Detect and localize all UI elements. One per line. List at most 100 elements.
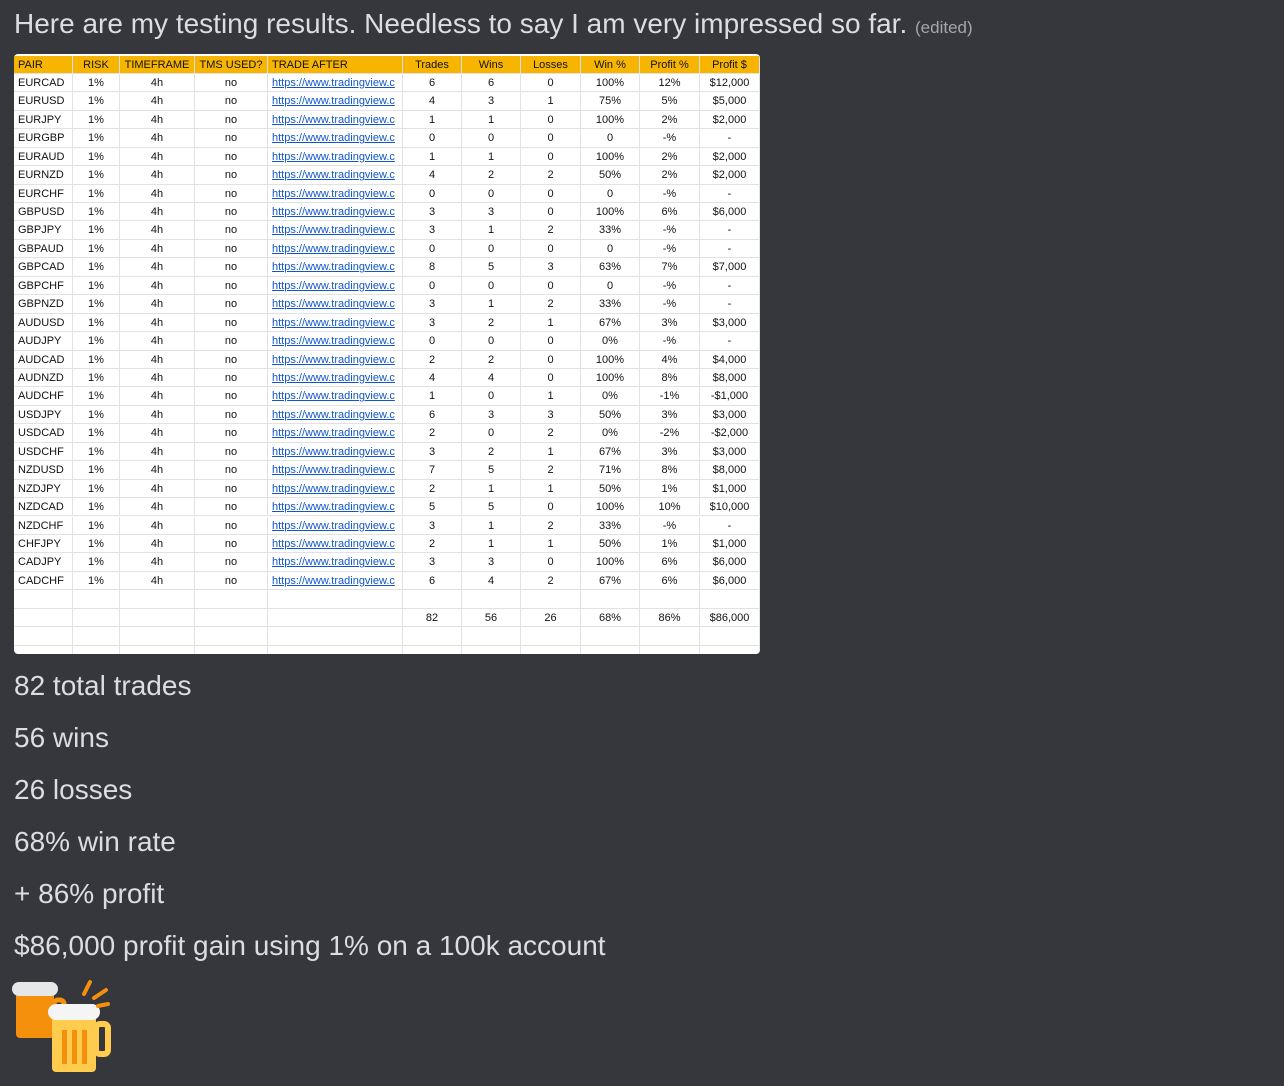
cell: 4h [120,571,195,591]
cell: no [195,276,268,296]
empty-cell [73,590,120,609]
cell: 2 [462,166,521,185]
cell: GBPCHF [14,276,73,296]
cell: 4h [120,203,195,222]
cell: USDCAD [14,424,73,443]
cell: 100% [581,203,640,222]
cell: 1 [403,110,462,130]
edited-tag: (edited) [915,18,973,37]
cell: no [195,221,268,240]
cell: 0 [521,498,581,517]
cell: 1% [73,479,120,499]
cell: 0 [403,239,462,259]
link-cell[interactable]: https://www.tradingview.c [268,442,403,462]
link-cell[interactable]: https://www.tradingview.c [268,276,403,296]
empty-cell [521,645,581,654]
cell: 2 [521,221,581,240]
link-cell[interactable]: https://www.tradingview.c [268,313,403,333]
cell: 0 [462,424,521,443]
cell: no [195,110,268,130]
link-cell[interactable]: https://www.tradingview.c [268,387,403,406]
empty-cell [462,645,521,654]
cell: 7% [640,258,700,277]
cell: GBPAUD [14,239,73,259]
cell: 2 [521,166,581,185]
link-cell[interactable]: https://www.tradingview.c [268,203,403,222]
cell: 0 [462,129,521,148]
link-cell[interactable]: https://www.tradingview.c [268,516,403,535]
cell: $6,000 [700,203,760,222]
cell: 4h [120,313,195,333]
spreadsheet-image[interactable]: PAIR RISK TIMEFRAME TMS USED? TRADE AFTER Tra… [14,54,760,654]
cell: 2 [403,350,462,369]
link-cell[interactable]: https://www.tradingview.c [268,92,403,111]
link-cell[interactable]: https://www.tradingview.c [268,534,403,554]
cell: 4h [120,129,195,148]
cell: 4% [640,350,700,369]
link-cell[interactable]: https://www.tradingview.c [268,295,403,314]
cell: - [700,516,760,535]
cell: CADCHF [14,571,73,591]
cell: 1% [73,405,120,425]
cell: - [700,332,760,351]
cell: 1% [73,442,120,462]
link-cell[interactable]: https://www.tradingview.c [268,368,403,388]
link-cell[interactable]: https://www.tradingview.c [268,129,403,148]
cell: 5 [462,498,521,517]
cell: no [195,498,268,517]
cell: $2,000 [700,166,760,185]
cell: 6 [403,571,462,591]
link-cell[interactable]: https://www.tradingview.c [268,166,403,185]
cell: 5 [462,258,521,277]
cell: 8% [640,461,700,480]
link-cell[interactable]: https://www.tradingview.c [268,184,403,204]
cell: 50% [581,405,640,425]
cell: CHFJPY [14,534,73,554]
empty-cell [581,590,640,609]
link-cell[interactable]: https://www.tradingview.c [268,258,403,277]
cell: 0% [581,332,640,351]
link-cell[interactable]: https://www.tradingview.c [268,350,403,369]
cell: no [195,553,268,572]
link-cell[interactable]: https://www.tradingview.c [268,332,403,351]
cell: -1% [640,387,700,406]
link-cell[interactable]: https://www.tradingview.c [268,239,403,259]
link-cell[interactable]: https://www.tradingview.c [268,571,403,591]
cell: $2,000 [700,147,760,167]
link-cell[interactable]: https://www.tradingview.c [268,498,403,517]
link-cell[interactable]: https://www.tradingview.c [268,405,403,425]
link-cell[interactable]: https://www.tradingview.c [268,221,403,240]
cell: 0 [521,368,581,388]
link-cell[interactable]: https://www.tradingview.c [268,461,403,480]
cell: 1% [73,424,120,443]
cell: 2 [403,479,462,499]
cell: no [195,184,268,204]
cell: $4,000 [700,350,760,369]
cell: $5,000 [700,92,760,111]
cell: no [195,442,268,462]
empty-cell [521,627,581,646]
empty-cell [73,608,120,628]
link-cell[interactable]: https://www.tradingview.c [268,73,403,93]
cell: 4h [120,332,195,351]
cell: 0 [462,276,521,296]
link-cell[interactable]: https://www.tradingview.c [268,147,403,167]
cell: 6 [403,405,462,425]
summary-line: 26 losses [14,774,133,805]
link-cell[interactable]: https://www.tradingview.c [268,553,403,572]
cell: 1% [640,479,700,499]
link-cell[interactable]: https://www.tradingview.c [268,479,403,499]
cell: $3,000 [700,405,760,425]
cell: 4 [403,92,462,111]
cell: 12% [640,73,700,93]
cell: 4h [120,184,195,204]
header-cell: Win % [581,55,640,74]
empty-cell [268,627,403,646]
cell: $6,000 [700,571,760,591]
beers-emoji [12,980,111,1072]
total-cell: 86% [640,608,700,628]
cell: 50% [581,479,640,499]
cell: EURUSD [14,92,73,111]
link-cell[interactable]: https://www.tradingview.c [268,424,403,443]
link-cell[interactable]: https://www.tradingview.c [268,110,403,130]
